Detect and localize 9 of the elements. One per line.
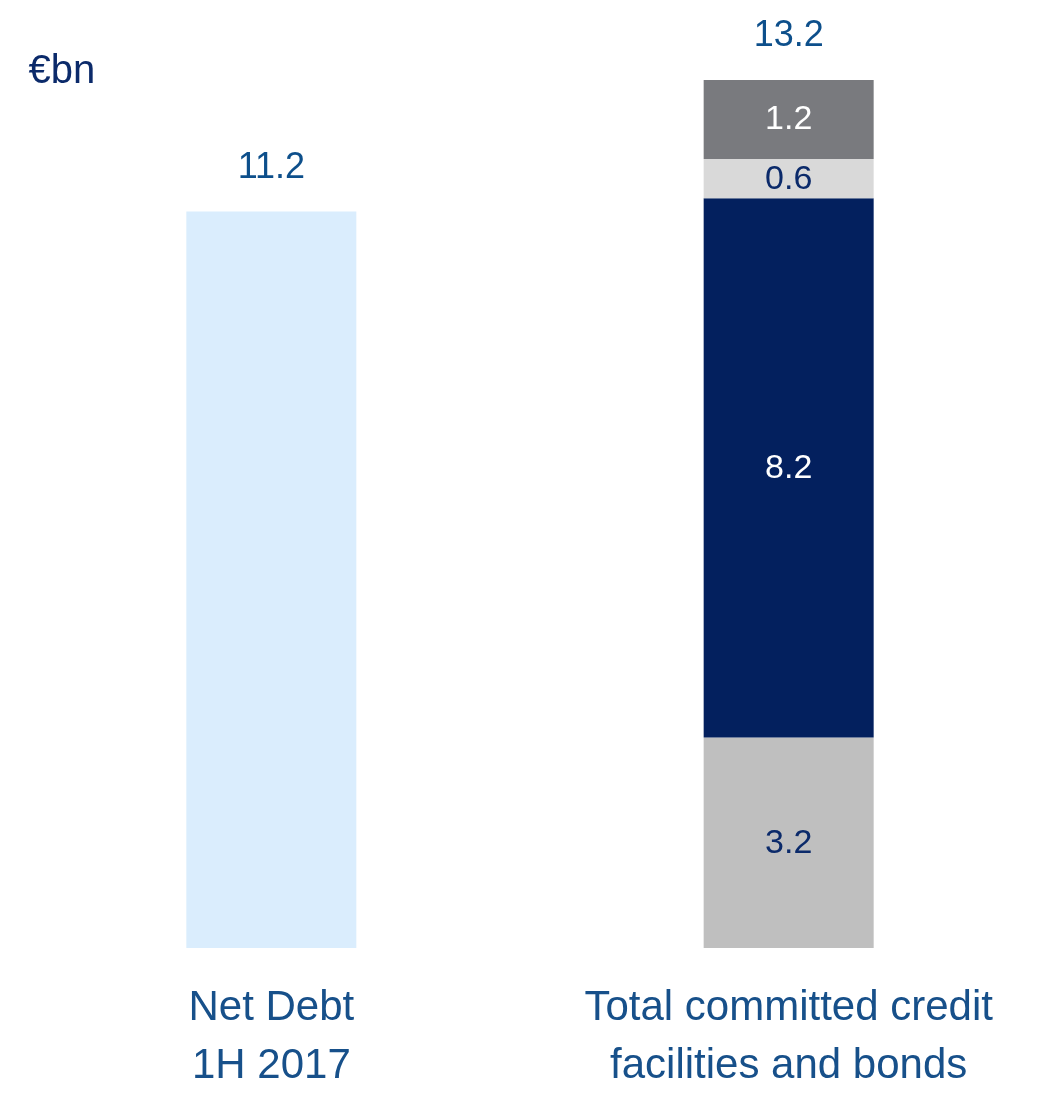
y-axis-title: €bn bbox=[28, 46, 96, 91]
x-tick-label: Total committed credit facilities and bonds bbox=[584, 981, 994, 1087]
data-label: 8.2 bbox=[765, 446, 813, 485]
total-label: 11.2 bbox=[237, 144, 306, 186]
total-label: 13.2 bbox=[753, 13, 824, 54]
data-label: 1.2 bbox=[765, 98, 813, 137]
x-tick-label: Net Debt 1H 2017 bbox=[188, 981, 355, 1087]
data-label: 3.2 bbox=[765, 821, 813, 860]
data-label: 0.6 bbox=[765, 157, 813, 196]
